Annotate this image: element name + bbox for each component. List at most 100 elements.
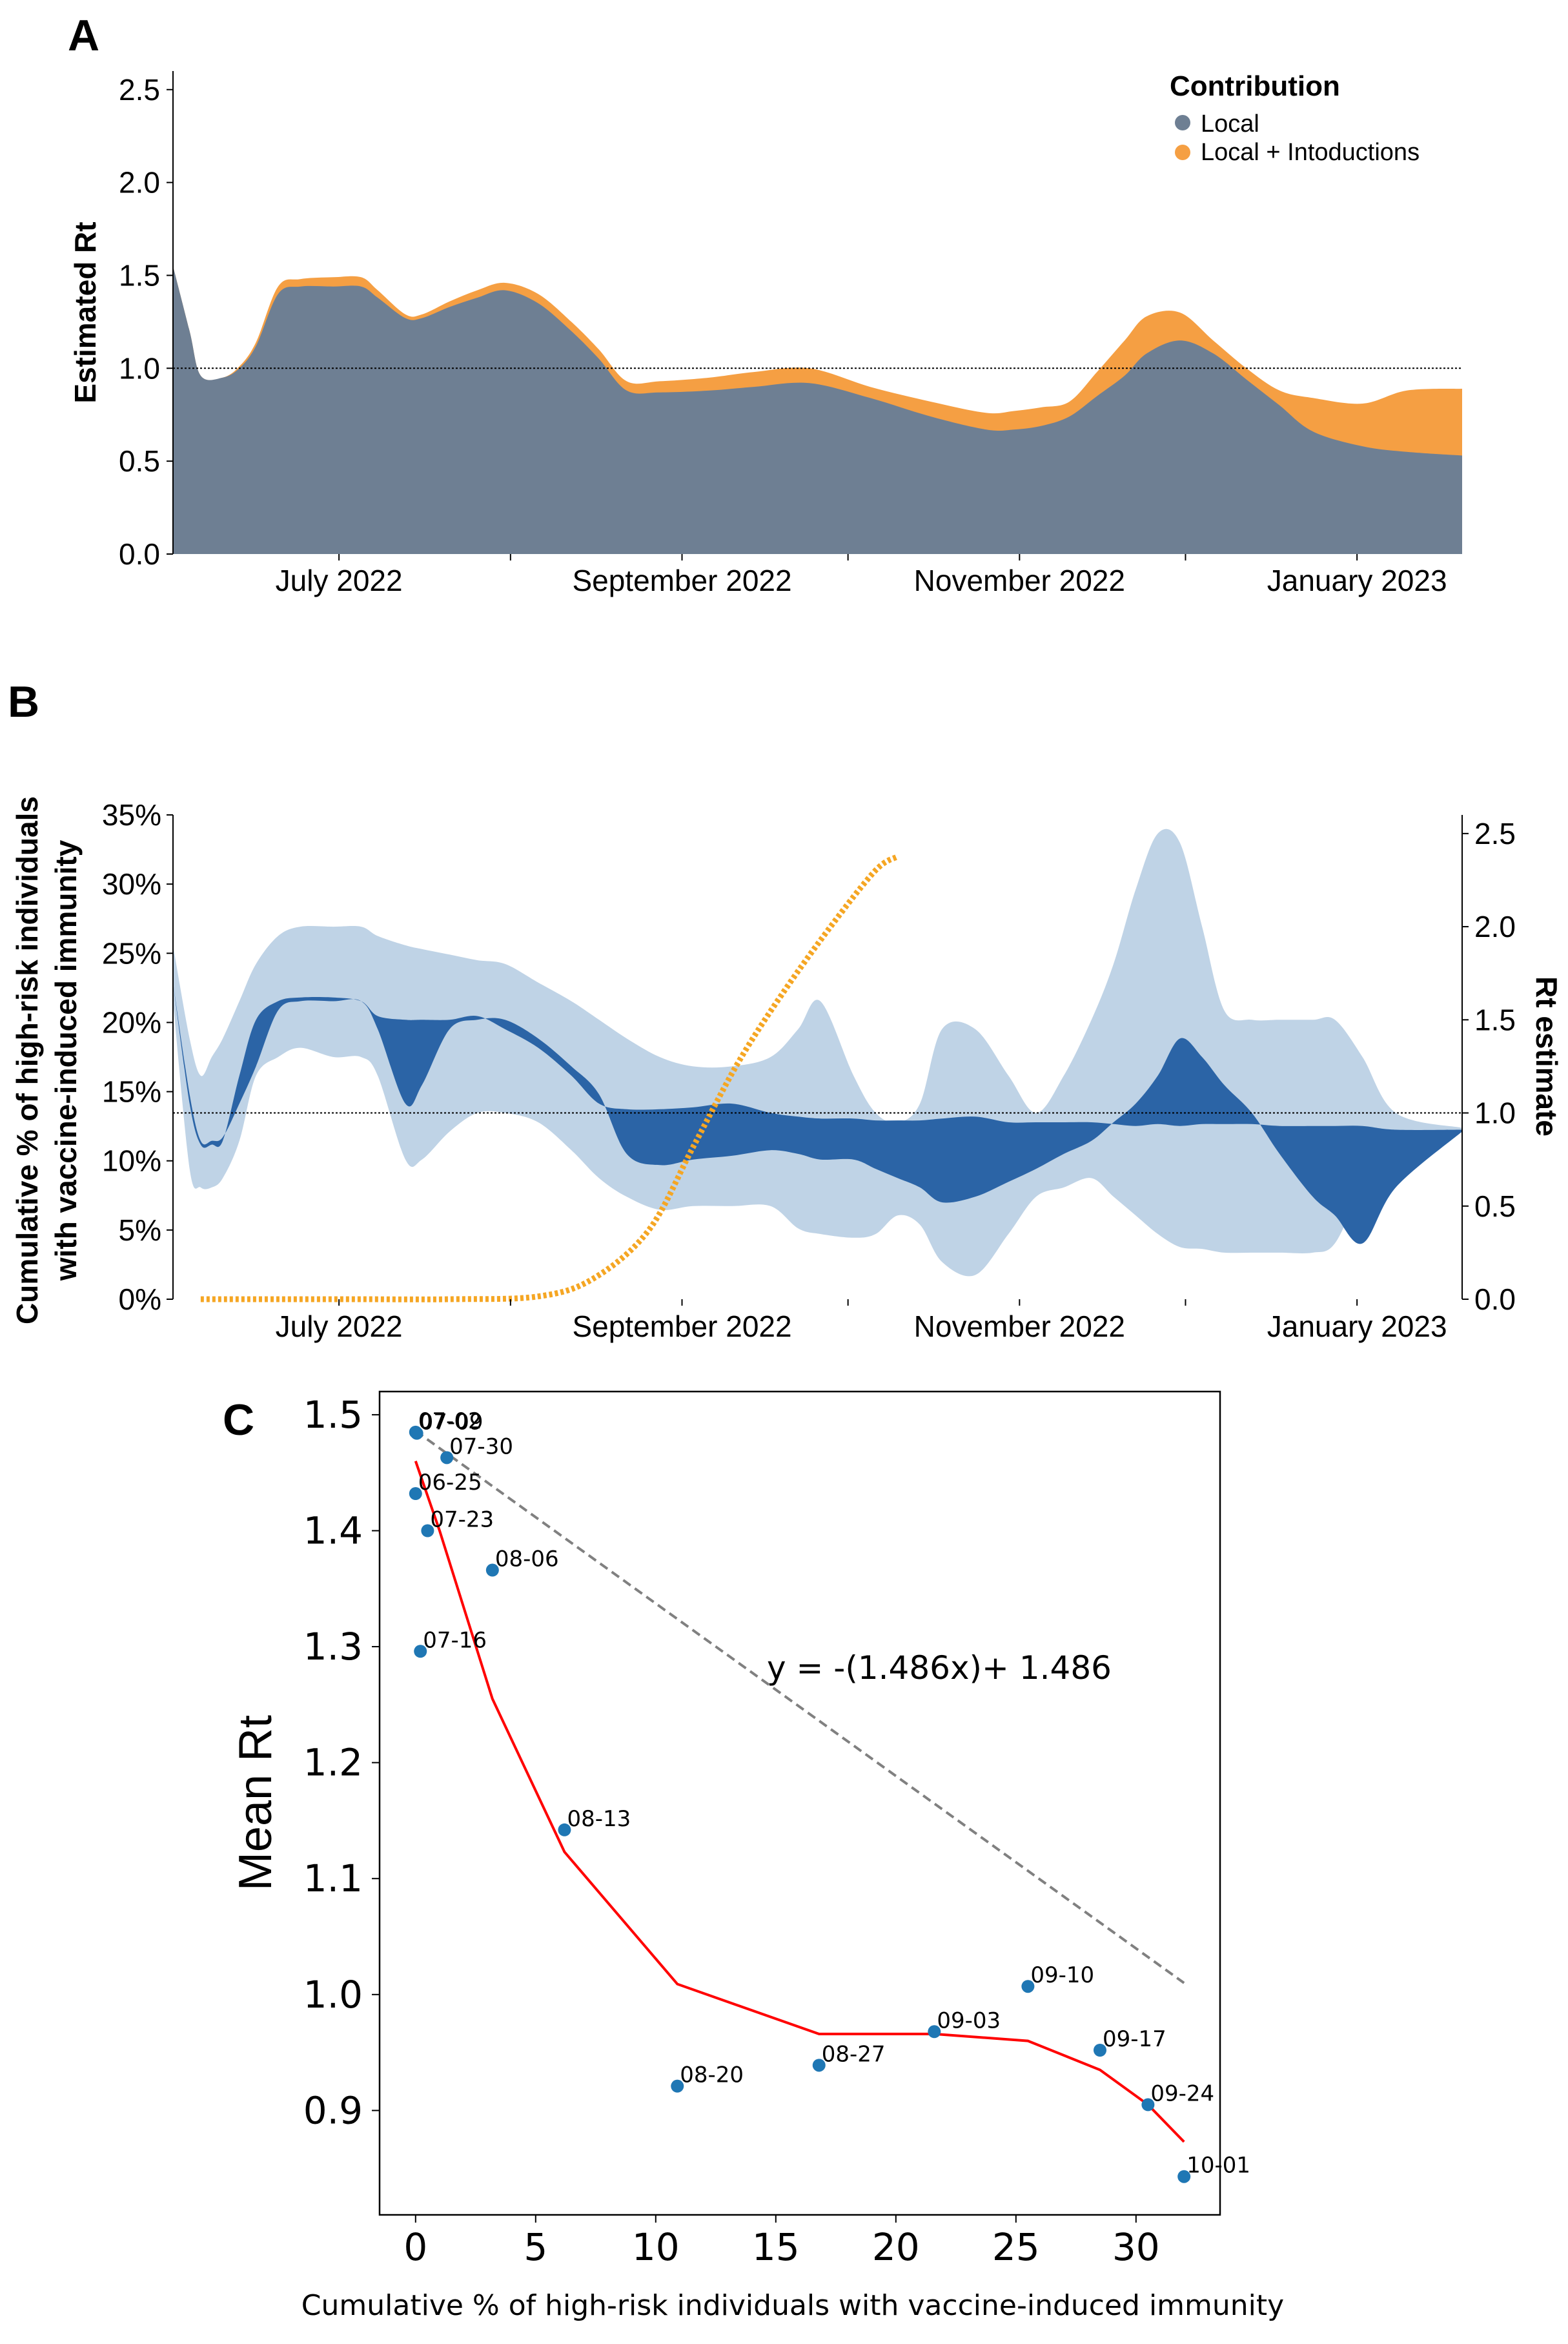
point-label: 09-03 [937, 2008, 1001, 2033]
point-label: 09-17 [1103, 2026, 1166, 2052]
panel-a-legend: Contribution Local Local + Intoductions [1170, 70, 1420, 166]
y-tick-label: 0.9 [303, 2088, 363, 2132]
panel-b: B 0% 5% 10% 15% 20% 25% 30% 35% 0.0 0.5 1.0 1.5 2.0… [8, 677, 1563, 1343]
x-tick-label: 10 [632, 2225, 680, 2269]
x-tick-label: 15 [752, 2225, 800, 2269]
panel-a-letter: A [68, 11, 99, 60]
panel-c-x-ticks: 0 5 10 15 20 25 30 [403, 2215, 1160, 2269]
y-tick-label: 2.0 [119, 166, 160, 200]
point-label: 07-09 [420, 1410, 484, 1435]
panel-a-y-label: Estimated Rt [68, 221, 102, 403]
y-tick-label: 0.0 [119, 537, 160, 571]
data-point [421, 1524, 434, 1537]
x-tick-label: 25 [992, 2225, 1040, 2269]
point-label: 09-10 [1030, 1962, 1094, 1988]
point-label: 08-06 [495, 1547, 559, 1572]
left-tick-label: 5% [119, 1213, 161, 1247]
x-tick-label: January 2023 [1267, 1310, 1447, 1343]
x-tick-label: September 2022 [572, 564, 791, 597]
panel-c-letter: C [223, 1395, 254, 1444]
x-tick-label: 20 [872, 2225, 920, 2269]
data-point [1141, 2098, 1155, 2112]
data-point [440, 1451, 454, 1465]
legend-intro-label: Local + Intoductions [1201, 139, 1420, 166]
data-point [812, 2059, 826, 2072]
panel-c-frame [378, 1390, 1221, 2216]
y-tick-label: 2.5 [119, 73, 160, 107]
panel-b-right-ticks: 0.0 0.5 1.0 1.5 2.0 2.5 [1462, 817, 1516, 1316]
data-point [409, 1487, 422, 1501]
data-point [1177, 2170, 1191, 2183]
panel-b-left-label-line1: Cumulative % of high-risk individuals [10, 796, 44, 1324]
point-label: 08-20 [680, 2062, 744, 2088]
y-tick-label: 1.0 [119, 351, 160, 385]
panel-a-y-ticks: 0.0 0.5 1.0 1.5 2.0 2.5 [119, 73, 173, 571]
x-tick-label: 0 [403, 2225, 427, 2269]
panel-b-right-label: Rt estimate [1530, 976, 1563, 1136]
panel-b-letter: B [8, 677, 39, 726]
legend-local-label: Local [1201, 110, 1259, 138]
legend-intro-swatch [1175, 145, 1190, 160]
right-tick-label: 2.0 [1474, 910, 1516, 943]
x-tick-label: July 2022 [276, 564, 403, 597]
y-tick-label: 1.0 [303, 1973, 363, 2017]
data-point [485, 1563, 499, 1577]
data-point [414, 1645, 427, 1658]
point-label: 07-02 [418, 1408, 482, 1434]
legend-local-swatch [1175, 115, 1190, 130]
point-label: 09-24 [1150, 2081, 1214, 2106]
left-tick-label: 30% [102, 867, 161, 901]
regression-equation: y = -(1.486x)+ 1.486 [767, 1649, 1112, 1687]
rt-95-interval [173, 828, 1462, 1277]
panel-a-plot-area [173, 266, 1462, 554]
y-tick-label: 0.5 [119, 444, 160, 478]
panel-c-x-label: Cumulative % of high-risk individuals wi… [301, 2289, 1284, 2322]
point-label: 06-25 [418, 1470, 482, 1496]
point-label: 08-27 [822, 2041, 886, 2067]
right-tick-label: 1.0 [1474, 1096, 1516, 1130]
right-tick-label: 0.0 [1474, 1282, 1516, 1316]
point-label: 07-16 [423, 1627, 487, 1653]
left-tick-label: 20% [102, 1005, 161, 1039]
data-point [1021, 1980, 1035, 1993]
fitted-curve [414, 1461, 1185, 2143]
point-label: 07-23 [430, 1506, 494, 1532]
x-tick-label: January 2023 [1267, 564, 1447, 597]
y-tick-label: 1.3 [303, 1625, 363, 1669]
panel-c-y-label: Mean Rt [230, 1715, 281, 1891]
reference-line [414, 1430, 1185, 1984]
data-point [410, 1426, 423, 1440]
x-tick-label: November 2022 [914, 1310, 1125, 1343]
right-tick-label: 1.5 [1474, 1003, 1516, 1036]
panel-a-x-ticks: July 2022 September 2022 November 2022 Janu… [276, 554, 1447, 597]
x-tick-label: November 2022 [914, 564, 1125, 597]
right-tick-label: 0.5 [1474, 1189, 1516, 1223]
left-tick-label: 0% [119, 1282, 161, 1316]
y-tick-label: 1.5 [303, 1393, 363, 1437]
y-tick-label: 1.5 [119, 258, 160, 292]
panel-a: A 0.0 0.5 1.0 1.5 2.0 2.5 July 2022 September … [68, 11, 1462, 597]
data-point [928, 2025, 941, 2039]
x-tick-label: September 2022 [572, 1310, 791, 1343]
panel-b-left-label-line2: with vaccine-induced immunity [49, 839, 83, 1281]
data-point [671, 2079, 684, 2093]
left-tick-label: 25% [102, 936, 161, 970]
panel-b-x-ticks: July 2022 September 2022 November 2022 Janu… [276, 1299, 1447, 1343]
right-tick-label: 2.5 [1474, 817, 1516, 850]
point-label: 07-30 [449, 1434, 513, 1459]
point-label: 08-13 [567, 1806, 631, 1832]
legend-title: Contribution [1170, 70, 1340, 102]
y-tick-label: 1.1 [303, 1856, 363, 1900]
left-tick-label: 35% [102, 798, 161, 832]
data-point [558, 1823, 571, 1836]
x-tick-label: 30 [1112, 2225, 1160, 2269]
left-tick-label: 10% [102, 1144, 161, 1178]
area-local [173, 266, 1462, 554]
y-tick-label: 1.4 [303, 1508, 363, 1552]
left-tick-label: 15% [102, 1075, 161, 1109]
point-label: 10-01 [1186, 2153, 1250, 2179]
panel-c-y-ticks: 0.9 1.0 1.1 1.2 1.3 1.4 1.5 [303, 1393, 380, 2132]
y-tick-label: 1.2 [303, 1741, 363, 1785]
